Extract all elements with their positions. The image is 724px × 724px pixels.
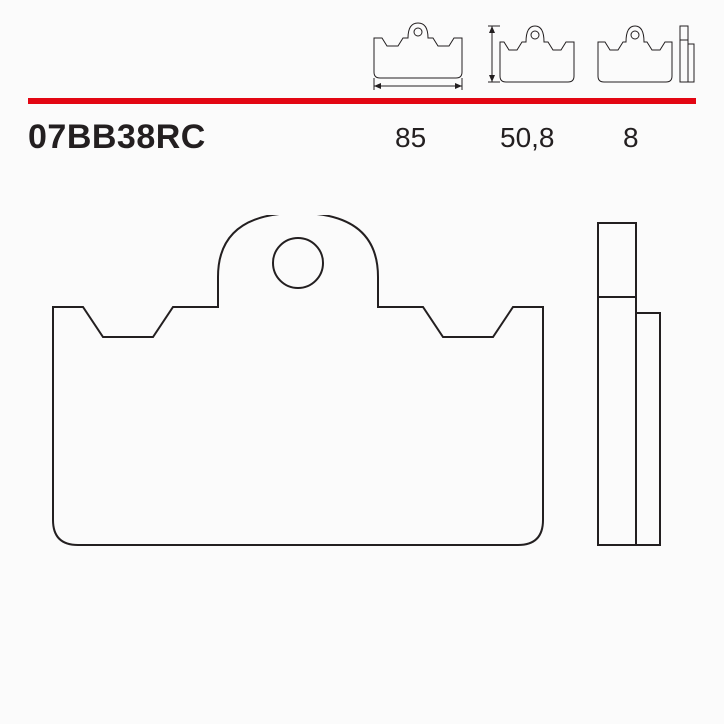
main-front-view [38, 215, 558, 565]
backing-plate [598, 223, 636, 545]
page: { "type": "technical-drawing", "part_num… [0, 0, 724, 724]
dim-arrow-top [489, 26, 495, 33]
width-dimension-icon [368, 20, 468, 92]
part-number: 07BB38RC [28, 118, 206, 157]
dimension-icons-row [0, 20, 724, 90]
mini-pad-hole [531, 31, 539, 39]
side-profile-view [590, 215, 680, 565]
mini-pad-outline [374, 23, 462, 78]
height-dimension-icon [480, 20, 580, 92]
thickness-dimension-icon [592, 20, 700, 92]
red-divider [28, 98, 696, 104]
friction-material [636, 313, 660, 545]
dim-arrow-bot [489, 75, 495, 82]
dimension-height: 50,8 [500, 122, 555, 154]
mounting-hole [273, 238, 323, 288]
mini-side-friction [688, 44, 694, 82]
mini-pad-outline [500, 26, 574, 82]
mini-pad-hole [414, 28, 422, 36]
mini-pad-hole [631, 31, 639, 39]
mini-pad-outline [598, 26, 672, 82]
dimension-width: 85 [395, 122, 426, 154]
dim-arrow-right [455, 83, 462, 89]
mini-side-back [680, 26, 688, 82]
dim-arrow-left [374, 83, 381, 89]
dimension-thickness: 8 [623, 122, 639, 154]
labels-row: 07BB38RC 85 50,8 8 [0, 118, 724, 166]
